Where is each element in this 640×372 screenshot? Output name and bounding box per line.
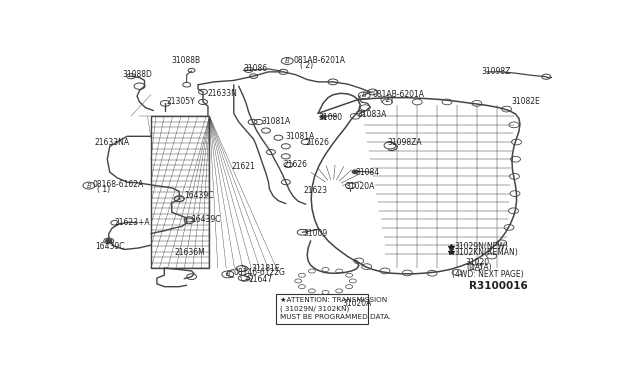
Text: 16439C: 16439C bbox=[191, 215, 221, 224]
Text: 08168-6162A: 08168-6162A bbox=[92, 180, 143, 189]
Text: 3102KN(REMAN): 3102KN(REMAN) bbox=[454, 248, 518, 257]
Text: 16439C: 16439C bbox=[184, 190, 214, 199]
Text: 21633N: 21633N bbox=[208, 89, 238, 98]
Text: 21633NA: 21633NA bbox=[95, 138, 130, 147]
Text: ( 2): ( 2) bbox=[380, 95, 393, 104]
Text: 21621: 21621 bbox=[231, 162, 255, 171]
Bar bbox=[276, 294, 368, 324]
Text: 21626: 21626 bbox=[306, 138, 330, 147]
Text: 31029N(NEW): 31029N(NEW) bbox=[454, 242, 508, 251]
Text: (4WD: NEXT PAGE): (4WD: NEXT PAGE) bbox=[452, 270, 524, 279]
Text: 16439C: 16439C bbox=[95, 242, 124, 251]
Text: 21623+A: 21623+A bbox=[115, 218, 150, 227]
Text: 31020: 31020 bbox=[466, 258, 490, 267]
Text: ( 31029N/ 3102KN): ( 31029N/ 3102KN) bbox=[280, 305, 349, 312]
Text: (DATA): (DATA) bbox=[466, 263, 492, 272]
Text: ( 2): ( 2) bbox=[300, 61, 313, 70]
Text: 21626: 21626 bbox=[284, 160, 307, 169]
Text: B: B bbox=[86, 183, 92, 189]
Circle shape bbox=[320, 115, 326, 119]
Text: 081AB-6201A: 081AB-6201A bbox=[372, 90, 425, 99]
Text: MUST BE PROGRAMMED DATA.: MUST BE PROGRAMMED DATA. bbox=[280, 314, 391, 320]
Text: 31081A: 31081A bbox=[286, 132, 315, 141]
Circle shape bbox=[352, 170, 358, 173]
Text: 31082E: 31082E bbox=[511, 97, 540, 106]
Circle shape bbox=[106, 239, 112, 243]
Text: ★ATTENTION: TRANSMISSION: ★ATTENTION: TRANSMISSION bbox=[280, 297, 387, 303]
Bar bbox=[151, 116, 209, 268]
Text: R3100016: R3100016 bbox=[469, 281, 528, 291]
Text: 31009: 31009 bbox=[303, 229, 328, 238]
Text: 31086: 31086 bbox=[244, 64, 268, 73]
Text: 081AB-6201A: 081AB-6201A bbox=[293, 56, 346, 65]
Text: B: B bbox=[362, 92, 367, 98]
Text: 31020A: 31020A bbox=[346, 182, 375, 191]
Text: 21305Y: 21305Y bbox=[167, 97, 196, 106]
Text: 31081A: 31081A bbox=[261, 118, 291, 126]
Text: 31083A: 31083A bbox=[358, 110, 387, 119]
Text: B: B bbox=[285, 58, 290, 64]
Text: 31084: 31084 bbox=[355, 168, 380, 177]
Text: 31181E: 31181E bbox=[251, 264, 280, 273]
Text: 08146-6122G: 08146-6122G bbox=[234, 269, 285, 278]
Text: 21623: 21623 bbox=[303, 186, 327, 195]
Text: 31098ZA: 31098ZA bbox=[388, 138, 422, 147]
Text: 21647: 21647 bbox=[249, 275, 273, 284]
Text: ( 3): ( 3) bbox=[240, 273, 253, 282]
Text: 31080: 31080 bbox=[318, 113, 342, 122]
Text: 31020A: 31020A bbox=[343, 298, 372, 308]
Text: 31088B: 31088B bbox=[172, 56, 201, 65]
Text: 21636M: 21636M bbox=[174, 248, 205, 257]
Text: ( 1): ( 1) bbox=[97, 185, 111, 194]
Text: B: B bbox=[225, 271, 230, 278]
Text: 31088D: 31088D bbox=[122, 70, 152, 79]
Text: 31098Z: 31098Z bbox=[482, 67, 511, 76]
